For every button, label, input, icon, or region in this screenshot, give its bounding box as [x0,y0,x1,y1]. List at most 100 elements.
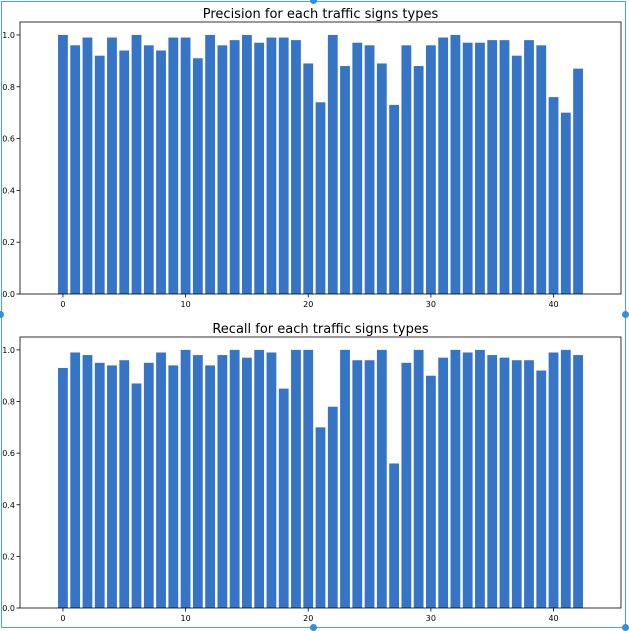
bar-26 [376,349,387,608]
x-tick-label: 0 [60,300,65,309]
bar-37 [511,55,522,295]
bar-10 [180,349,191,608]
bar-40 [548,97,559,295]
y-tick-label: 0.6 [2,135,15,144]
resize-handle-top[interactable] [310,0,317,4]
y-tick-label: 0.2 [2,238,15,247]
bar-41 [560,349,571,608]
bar-36 [499,357,510,608]
bar-12 [205,365,216,608]
bar-39 [536,370,547,608]
bar-27 [389,463,399,608]
bar-38 [524,40,534,294]
bar-14 [229,349,240,608]
bar-11 [192,58,203,294]
bar-20 [303,63,314,295]
bar-24 [352,360,363,608]
bar-11 [192,355,203,608]
bar-15 [242,357,252,608]
bar-38 [524,360,534,608]
bar-4 [107,365,117,608]
bar-22 [327,34,338,294]
axes-frame [19,21,622,295]
bar-42 [573,355,583,608]
resize-handle-left[interactable] [0,311,4,318]
chart-title: Recall for each traffic signs types [212,322,428,337]
bar-18 [278,37,289,294]
bar-6 [131,34,142,294]
bar-16 [254,42,265,294]
x-tick-label: 40 [548,614,558,623]
bar-20 [303,349,314,608]
x-tick-label: 30 [426,614,436,623]
bar-13 [217,355,228,608]
bar-5 [119,360,130,608]
bar-35 [487,40,498,294]
bar-17 [266,37,277,294]
bar-21 [315,427,326,608]
bar-8 [156,352,166,608]
bar-0 [58,34,68,294]
bar-31 [438,357,449,608]
recall-chart: Recall for each traffic signs types 0 10 2… [2,322,622,623]
x-tick-label: 40 [548,300,558,309]
y-tick-label: 1.0 [2,31,15,40]
bar-1 [70,45,81,295]
bar-17 [266,352,277,608]
y-tick-label: 0.6 [2,449,15,458]
x-tick-label: 20 [303,300,313,309]
bar-6 [131,383,142,608]
bar-33 [462,42,473,294]
bar-19 [291,349,301,608]
bar-37 [511,360,522,608]
bar-26 [376,63,387,295]
y-tick-label: 0.4 [2,186,15,195]
y-tick-label: 0.0 [2,604,15,613]
resize-handle-right[interactable] [622,311,629,318]
bar-12 [205,34,216,294]
y-tick-label: 0.2 [2,552,15,561]
bar-29 [413,349,424,608]
x-tick-label: 10 [180,614,190,623]
bar-13 [217,45,228,295]
bar-41 [560,112,571,294]
bar-10 [180,37,191,294]
bar-28 [401,362,412,608]
bar-24 [352,42,363,294]
bar-3 [94,362,105,608]
bar-25 [364,45,375,295]
bar-4 [107,37,117,294]
bar-27 [389,104,399,295]
axes-frame [19,336,622,609]
bar-32 [450,349,461,608]
bar-36 [499,40,510,294]
y-tick-label: 0.4 [2,501,15,510]
bar-9 [168,365,179,608]
bar-34 [475,349,485,608]
bar-25 [364,360,375,608]
bar-5 [119,50,130,294]
bar-8 [156,50,166,294]
bar-30 [425,45,436,295]
x-tick-label: 30 [426,300,436,309]
bar-2 [82,37,93,294]
bar-18 [278,388,289,608]
bar-42 [573,68,583,294]
bar-1 [70,352,81,608]
bar-31 [438,37,449,294]
x-tick-label: 0 [60,614,65,623]
bar-14 [229,40,240,294]
bar-33 [462,352,473,608]
resize-handle-bottom[interactable] [310,624,317,631]
x-tick-label: 20 [303,614,313,623]
bar-23 [340,349,350,608]
bar-19 [291,40,301,294]
bar-34 [475,42,485,294]
bar-28 [401,45,412,295]
bar-3 [94,55,105,295]
bar-23 [340,66,350,294]
y-tick-label: 0.0 [2,290,15,299]
y-tick-label: 1.0 [2,346,15,355]
resize-handle-bottom-right[interactable] [622,624,629,631]
bar-40 [548,352,559,608]
